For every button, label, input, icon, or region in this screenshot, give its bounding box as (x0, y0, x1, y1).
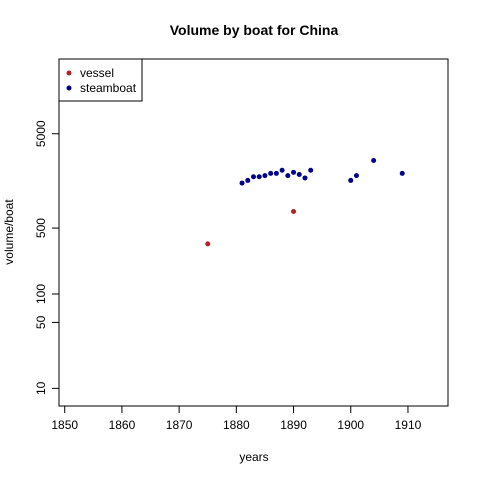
steamboat-point (251, 174, 256, 180)
steamboat-point (268, 170, 274, 176)
steamboat-point (256, 174, 262, 180)
y-axis: 10 50 100 500 5000 (34, 120, 60, 395)
x-axis-label: years (239, 450, 268, 464)
x-tick-label: 1900 (337, 418, 364, 432)
data-points (205, 158, 405, 247)
x-tick-label: 1870 (166, 418, 193, 432)
steamboat-point (399, 170, 405, 176)
y-axis-label: volume/boat (2, 199, 16, 265)
y-tick-label: 500 (34, 218, 48, 238)
x-tick-label: 1910 (395, 418, 422, 432)
steamboat-point (245, 177, 251, 183)
vessel-point (205, 241, 211, 247)
steamboat-point (308, 167, 314, 173)
steamboat-point (262, 173, 268, 179)
y-tick-label: 50 (34, 315, 48, 329)
steamboat-point (291, 169, 297, 175)
chart-title: Volume by boat for China (170, 22, 339, 38)
vessel-point (291, 208, 297, 214)
legend-steamboat-marker (66, 85, 72, 91)
x-tick-label: 1860 (109, 418, 136, 432)
steamboat-point (353, 173, 359, 179)
steamboat-point (296, 171, 302, 177)
y-tick-label: 10 (34, 381, 48, 395)
steamboat-point (273, 170, 279, 176)
legend-vessel-label: vessel (80, 66, 114, 80)
steamboat-point (371, 158, 377, 164)
x-axis: 1850 1860 1870 1880 1890 1900 1910 (51, 405, 422, 432)
legend-box (58, 58, 143, 102)
y-tick-label: 5000 (34, 120, 48, 147)
steamboat-point (285, 173, 291, 179)
steamboat-point (239, 180, 245, 186)
x-tick-label: 1850 (51, 418, 78, 432)
steamboat-point (348, 177, 354, 183)
legend-steamboat-label: steamboat (80, 81, 137, 95)
legend: vessel steamboat (58, 58, 143, 102)
x-tick-label: 1890 (280, 418, 307, 432)
y-tick-label: 100 (34, 284, 48, 304)
steamboat-point (279, 167, 285, 173)
legend-vessel-marker (66, 70, 72, 76)
x-tick-label: 1880 (223, 418, 250, 432)
steamboat-point (302, 175, 308, 181)
